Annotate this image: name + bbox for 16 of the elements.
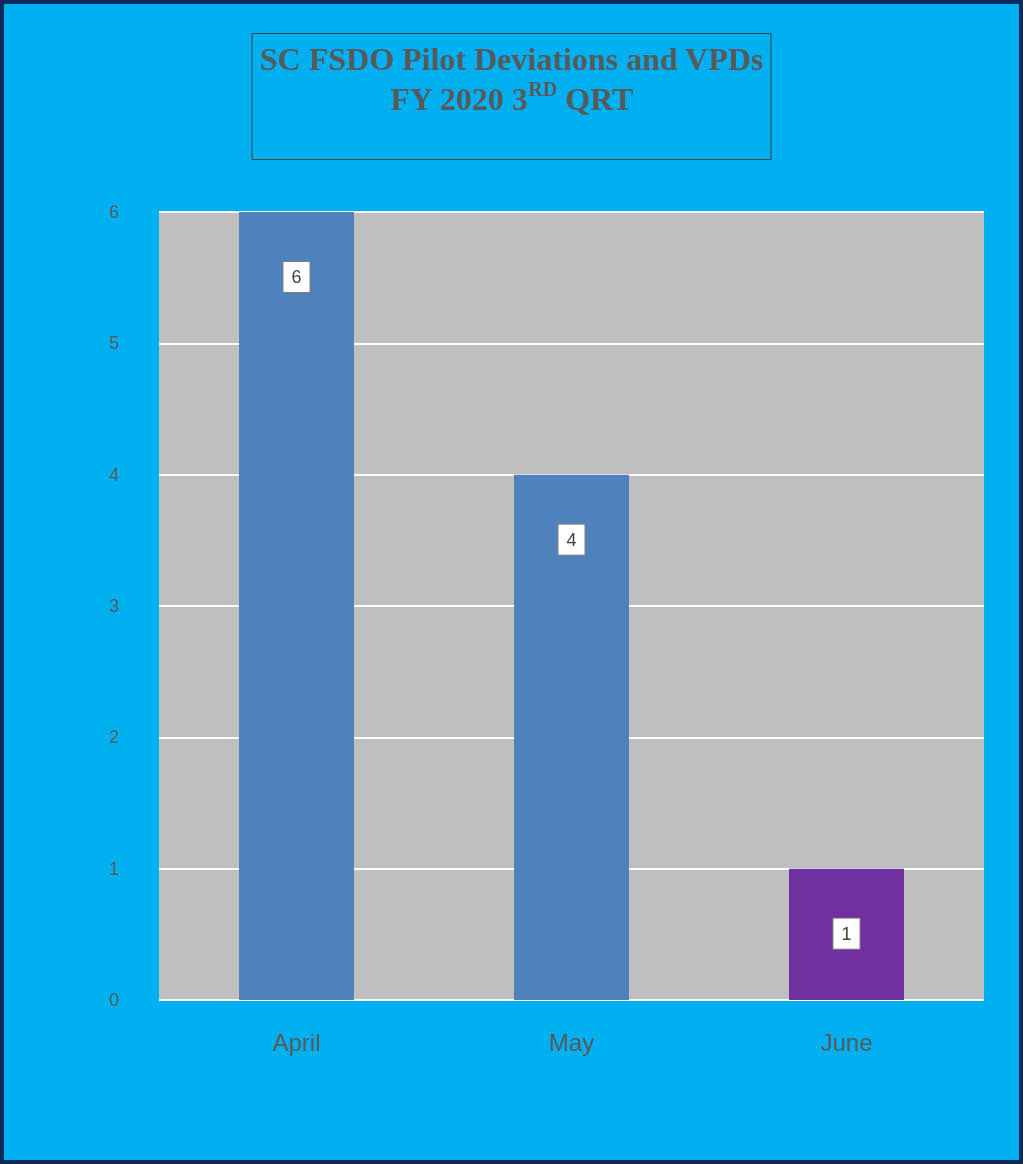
y-tick-label: 4 [108, 464, 119, 485]
data-label: 4 [566, 529, 577, 550]
y-tick-label: 5 [108, 333, 119, 354]
y-tick-label: 1 [108, 858, 119, 879]
data-label: 1 [841, 923, 852, 944]
bar [514, 474, 629, 1000]
y-tick-label: 6 [108, 202, 119, 222]
x-tick-label: April [272, 1028, 321, 1056]
x-tick-label: June [820, 1028, 873, 1056]
bar [789, 868, 904, 1000]
y-tick-label: 3 [108, 596, 119, 616]
y-tick-label: 2 [108, 727, 119, 748]
x-tick-label: May [548, 1028, 595, 1056]
y-tick-label: 0 [108, 990, 119, 1010]
data-label: 6 [291, 267, 302, 287]
bar [239, 212, 354, 1000]
